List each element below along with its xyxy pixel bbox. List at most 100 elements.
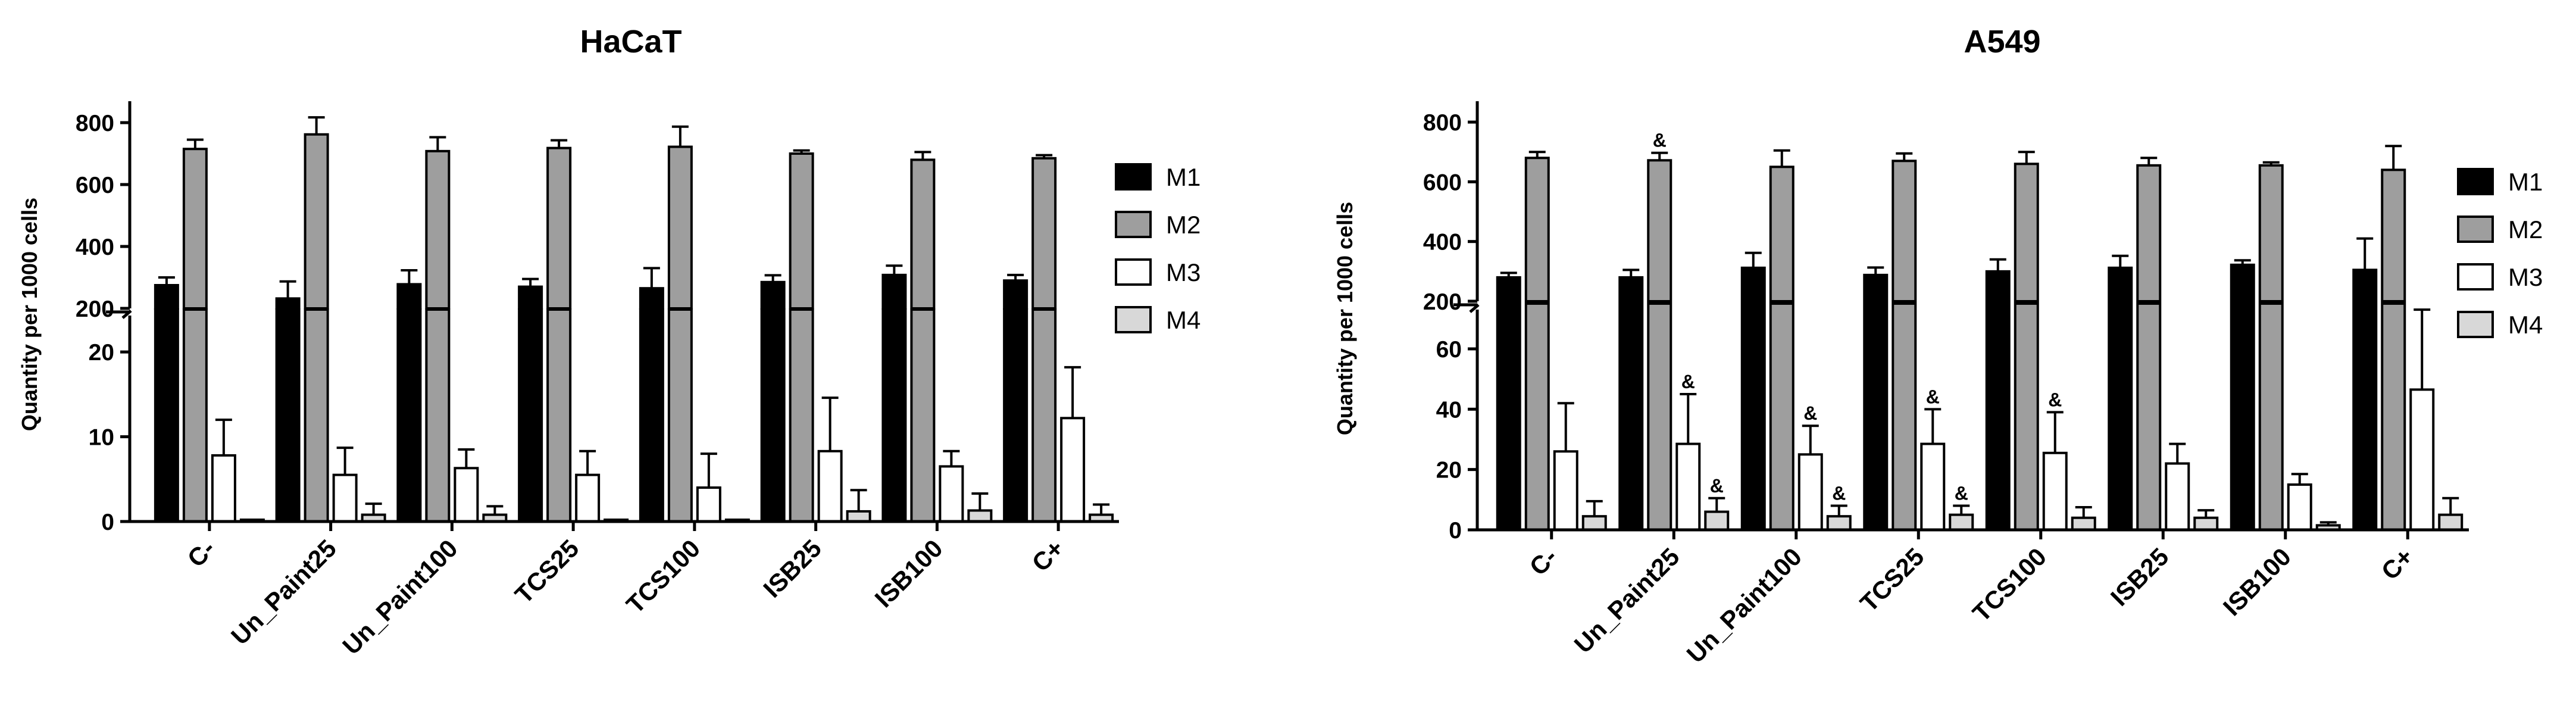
bar-m3 [211,454,236,523]
axis-break [121,310,132,319]
bar-m1 [1003,279,1028,310]
bar-m1-lower [1496,302,1521,531]
bar-m1 [1985,270,2011,303]
legend-swatch [1115,163,1152,191]
bar-m2-lower [1647,302,1672,531]
bar-m3 [2042,451,2068,531]
x-tick-label: TCS25 [1855,542,1930,617]
bar-m1-lower [518,308,543,523]
y-tick-label: 600 [76,173,114,198]
bar-m1-lower [1740,302,1766,531]
bar-m2 [789,152,814,310]
bar-m3 [2287,483,2312,531]
bar-m1 [1740,266,1766,303]
bar-m1 [2230,263,2255,303]
bar-m4 [1826,515,1852,532]
bar-m2-lower [304,308,329,523]
bar-m2-lower [546,308,572,523]
legend-label: M1 [2508,168,2543,196]
chart-a549: A549 Quantity per 1000 cells & & & & & & & & 200 40… [1288,0,2576,715]
bar-m2-lower [1031,308,1057,523]
bar-m1-lower [1985,302,2011,531]
y-tick-label: 60 [1436,337,1462,363]
x-tick-label: ISB25 [2105,542,2174,611]
bar-m2 [1647,159,1672,302]
bar-m3 [939,465,964,523]
bar-m2-lower [2136,302,2162,531]
y-tick-label: 200 [1423,289,1462,315]
bar-m1-lower [760,308,786,523]
bar-m1 [760,280,786,310]
bar-m2-lower [425,308,451,523]
y-axis-label: Quantity per 1000 cells [1333,202,1357,435]
bar-m2 [667,145,693,310]
x-tick-label: C+ [1026,534,1069,577]
bar-m1 [518,285,543,310]
bar-m4 [1581,515,1607,532]
bar-m3 [696,486,721,523]
x-tick-label: C- [182,534,221,573]
chart-title: HaCaT [580,24,681,60]
legend-swatch [2457,263,2494,291]
bar-m2 [2258,164,2284,302]
x-tick-label: ISB100 [869,534,948,613]
bar-m4 [1704,510,1730,531]
legend-label: M2 [1166,211,1201,239]
y-tick-label: 10 [89,425,114,451]
bar-m2-lower [2381,302,2406,531]
bar-m3 [454,467,479,523]
bar-m2-lower [2258,302,2284,531]
x-tick-label: ISB100 [2218,542,2296,621]
bar-m1-lower [2108,302,2133,531]
significance-marker: & [1832,482,1846,504]
bar-m1-lower [639,308,664,523]
bar-m1 [1496,276,1521,302]
bar-m2-lower [910,308,936,523]
bar-m2-lower [1769,302,1795,531]
bar-m1-lower [2352,302,2378,531]
bar-m1 [275,297,301,310]
bar-m2-lower [1524,302,1550,531]
bar-m2 [910,158,936,310]
y-tick-label: 400 [76,235,114,260]
significance-marker: & [1803,402,1817,424]
bar-m4 [1949,513,1974,532]
bar-m2 [182,148,208,310]
bar-m1-lower [154,308,179,523]
x-tick-label: ISB25 [758,534,827,603]
significance-marker: & [1955,482,1968,504]
bar-m3 [332,473,358,523]
bar-m1-lower [275,308,301,523]
y-tick-label: 0 [101,510,114,535]
chart-hacat: HaCaT Quantity per 1000 cells 200 400 600 800… [17,24,1201,660]
chart-title: A549 [1964,24,2040,60]
significance-marker: & [1681,371,1695,392]
bar-m3 [817,449,843,523]
bar-m2-lower [789,308,814,523]
x-tick-label: C+ [2376,542,2419,585]
bar-m2 [425,149,451,310]
bar-m3 [1797,453,1823,531]
bar-m2 [304,133,329,310]
legend-swatch [2457,311,2494,338]
bar-m2 [2014,163,2039,302]
bar-m1-lower [1618,302,1644,531]
bar-m1 [2108,266,2133,303]
legend-swatch [1115,306,1152,333]
bar-m4 [2071,516,2096,532]
x-tick-label: TCS100 [621,534,705,619]
bar-m1 [396,283,422,310]
y-tick-label: 800 [1423,110,1462,136]
y-axis-label: Quantity per 1000 cells [17,198,42,431]
bar-m1-lower [396,308,422,523]
legend-label: M4 [1166,306,1201,334]
legend-label: M1 [1166,163,1201,191]
axis-break [1469,304,1480,313]
bar-m2-lower [182,308,208,523]
bar-m1 [154,284,179,310]
bar-m1 [1863,273,1889,303]
legend-swatch [1115,258,1152,286]
x-tick-label: Un_Paint100 [1681,542,1808,669]
x-tick-label: Un_Paint25 [1569,542,1685,658]
